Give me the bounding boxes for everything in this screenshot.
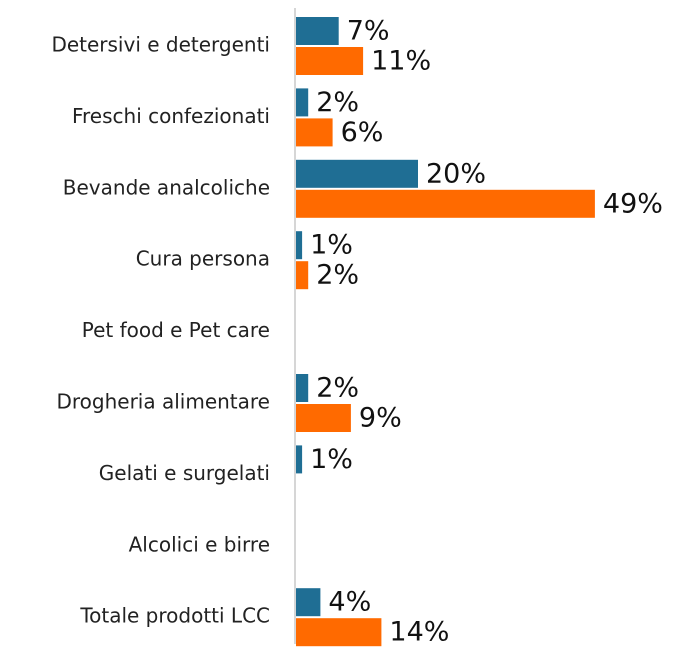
- bar: [296, 404, 351, 432]
- category-label: Alcolici e birre: [129, 532, 270, 556]
- bar: [296, 17, 339, 45]
- bar: [296, 231, 303, 260]
- category-label: Pet food e Pet care: [82, 318, 270, 342]
- category-label: Detersivi e detergenti: [51, 33, 270, 57]
- bar: [296, 588, 321, 617]
- bar: [296, 88, 309, 117]
- category-label: Totale prodotti LCC: [79, 604, 270, 628]
- bar: [296, 374, 309, 402]
- category-label: Gelati e surgelati: [99, 461, 270, 485]
- value-label: 14%: [389, 617, 449, 648]
- value-label: 6%: [341, 117, 384, 148]
- value-label: 7%: [347, 16, 390, 47]
- value-label: 11%: [371, 46, 431, 77]
- value-label: 20%: [426, 158, 486, 189]
- bar: [296, 47, 364, 75]
- category-label: Bevande analcoliche: [63, 175, 270, 199]
- value-label: 2%: [316, 87, 359, 118]
- value-label: 4%: [328, 587, 371, 618]
- bar: [296, 261, 309, 290]
- value-label: 49%: [603, 188, 663, 219]
- value-label: 1%: [310, 444, 353, 475]
- bar: [296, 445, 303, 474]
- value-label: 2%: [316, 373, 359, 404]
- category-label: Freschi confezionati: [72, 104, 270, 128]
- category-label: Cura persona: [136, 247, 270, 271]
- value-label: 9%: [359, 403, 402, 434]
- bar: [296, 618, 382, 647]
- bar: [296, 189, 595, 218]
- bar: [296, 118, 333, 147]
- value-label: 2%: [316, 260, 359, 291]
- category-label: Drogheria alimentare: [56, 390, 270, 414]
- value-label: 1%: [310, 230, 353, 261]
- bar: [296, 159, 418, 188]
